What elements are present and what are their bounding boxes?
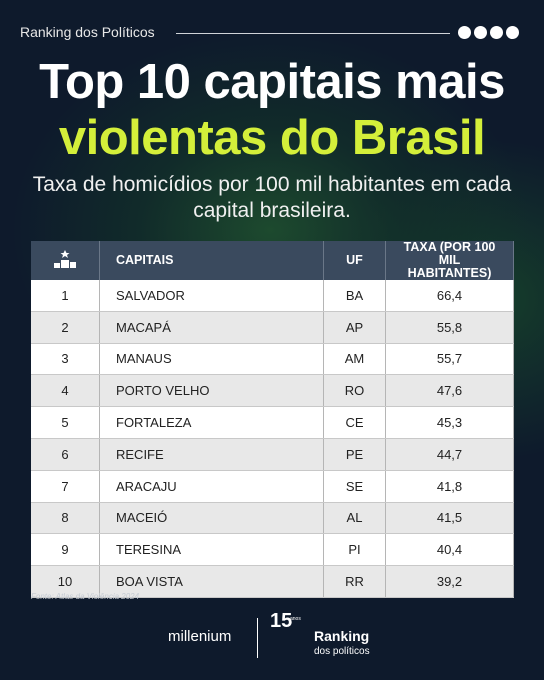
x-icon[interactable] xyxy=(506,26,519,39)
table-cell: MACAPÁ xyxy=(99,311,324,344)
table-cell: TERESINA xyxy=(99,533,324,567)
title-line: violentas do Brasil xyxy=(58,111,486,165)
table-row: 3 MANAUS AM 55,7 xyxy=(31,343,514,376)
youtube-icon[interactable] xyxy=(490,26,503,39)
table-row: 10 BOA VISTA RR 39,2 xyxy=(31,565,514,598)
table-cell: 44,7 xyxy=(385,438,514,471)
table-cell: 45,3 xyxy=(385,406,514,439)
table-cell: 1 xyxy=(31,280,100,312)
table-cell: 55,8 xyxy=(385,311,514,344)
table-cell: PI xyxy=(323,533,386,567)
table-cell: RR xyxy=(323,565,386,598)
table-cell: 66,4 xyxy=(385,280,514,312)
table-cell: BOA VISTA xyxy=(99,565,324,598)
facebook-icon[interactable] xyxy=(474,26,487,39)
table-cell: FORTALEZA xyxy=(99,406,324,439)
table-row: 7 ARACAJU SE 41,8 xyxy=(31,470,514,503)
table-cell: AL xyxy=(323,502,386,535)
table-cell: RECIFE xyxy=(99,438,324,471)
table-cell: RO xyxy=(323,374,386,408)
table-cell: 39,2 xyxy=(385,565,514,598)
column-header: CAPITAIS xyxy=(99,241,324,280)
table-cell: 8 xyxy=(31,502,100,535)
table-cell: 6 xyxy=(31,438,100,471)
column-header: TAXA (POR 100 MIL HABITANTES) xyxy=(385,241,514,280)
table-cell: 4 xyxy=(31,374,100,408)
table-cell: PORTO VELHO xyxy=(99,374,324,408)
years-label: anos xyxy=(290,616,301,622)
subtitle: Taxa de homicídios por 100 mil habitante… xyxy=(32,173,512,222)
divider xyxy=(176,33,450,34)
years: 15 xyxy=(270,610,293,632)
title-line: Top 10 capitais mais xyxy=(39,55,505,109)
table-cell: MANAUS xyxy=(99,343,324,376)
table-cell: 7 xyxy=(31,470,100,503)
table-cell: PE xyxy=(323,438,386,471)
ranking-table: CAPITAIS UF TAXA (POR 100 MIL HABITANTES… xyxy=(31,241,514,598)
table-cell: ARACAJU xyxy=(99,470,324,503)
podium-icon xyxy=(54,250,76,268)
table-row: 4 PORTO VELHO RO 47,6 xyxy=(31,374,514,408)
table-row: 8 MACEIÓ AL 41,5 xyxy=(31,502,514,535)
header-row: CAPITAIS UF TAXA (POR 100 MIL HABITANTES… xyxy=(31,241,514,280)
table-cell: 9 xyxy=(31,533,100,567)
instagram-icon[interactable] xyxy=(458,26,471,39)
rank-header xyxy=(31,241,100,280)
partner-logo: millenium xyxy=(168,628,232,645)
table-cell: 3 xyxy=(31,343,100,376)
table-row: 2 MACAPÁ AP 55,8 xyxy=(31,311,514,344)
table-cell: 2 xyxy=(31,311,100,344)
table-cell: 41,5 xyxy=(385,502,514,535)
table-row: 1 SALVADOR BA 66,4 xyxy=(31,280,514,312)
logo-text: dos políticos xyxy=(314,646,370,657)
table-cell: 5 xyxy=(31,406,100,439)
table-row: 6 RECIFE PE 44,7 xyxy=(31,438,514,471)
column-header: UF xyxy=(323,241,386,280)
table-cell: 40,4 xyxy=(385,533,514,567)
table-cell: BA xyxy=(323,280,386,312)
divider xyxy=(257,618,258,658)
table-row: 5 FORTALEZA CE 45,3 xyxy=(31,406,514,439)
table-cell: 55,7 xyxy=(385,343,514,376)
table-cell: MACEIÓ xyxy=(99,502,324,535)
table-row: 9 TERESINA PI 40,4 xyxy=(31,533,514,567)
table-cell: 41,8 xyxy=(385,470,514,503)
table-cell: SE xyxy=(323,470,386,503)
table-cell: AP xyxy=(323,311,386,344)
table-cell: 47,6 xyxy=(385,374,514,408)
brand: Ranking dos Políticos xyxy=(20,24,155,40)
table-cell: CE xyxy=(323,406,386,439)
table-cell: AM xyxy=(323,343,386,376)
logo-text: Ranking xyxy=(314,628,370,644)
table-cell: 10 xyxy=(31,565,100,598)
table-cell: SALVADOR xyxy=(99,280,324,312)
source: Fonte: Atlas da Violência 2024 xyxy=(31,592,140,601)
